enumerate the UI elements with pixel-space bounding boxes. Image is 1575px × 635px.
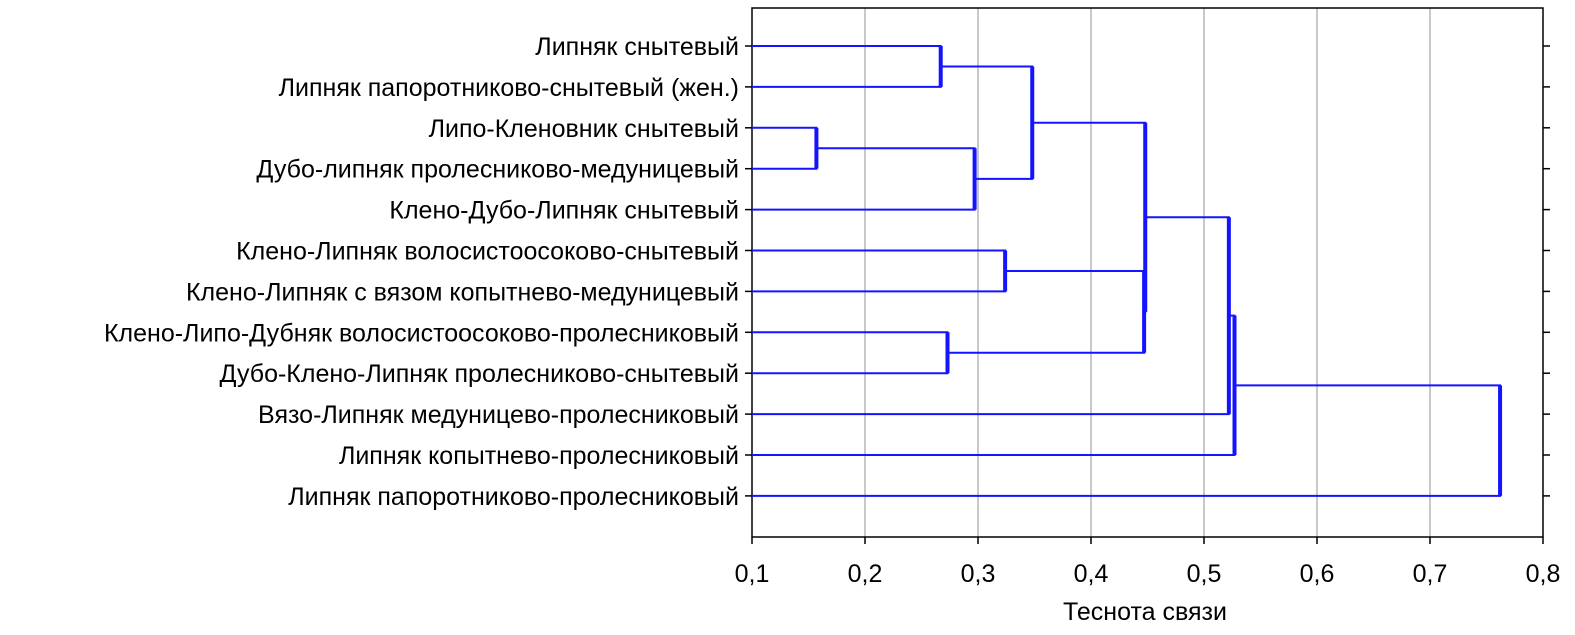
cluster-link-c7 xyxy=(947,269,1146,354)
leaf-label: Липо-Кленовник снытевый xyxy=(429,115,739,143)
cluster-link-c3 xyxy=(752,331,949,375)
cluster-link-c6 xyxy=(940,65,1034,180)
cluster-link-c10 xyxy=(752,314,1236,456)
x-tick-labels: 0,1 0,2 0,3 0,4 0,5 0,6 0,7 0,8 xyxy=(735,560,1561,588)
cluster-link-c8 xyxy=(1032,121,1147,313)
x-tick-label: 0,2 xyxy=(848,560,883,588)
x-tick-label: 0,7 xyxy=(1413,560,1448,588)
leaf-label: Клено-Липо-Дубняк волосистоосоково-проле… xyxy=(104,319,739,347)
x-tick-label: 0,4 xyxy=(1074,560,1109,588)
leaf-label: Липняк папоротниково-снытевый (жен.) xyxy=(279,74,739,102)
leaf-label: Липняк снытевый xyxy=(535,33,739,61)
leaf-label: Клено-Липняк волосистоосоково-снытевый xyxy=(236,238,739,266)
cluster-link-c2 xyxy=(752,45,942,88)
x-tick-label: 0,3 xyxy=(961,560,996,588)
leaf-label: Клено-Липняк с вязом копытнево-медуницев… xyxy=(186,278,739,306)
x-tick-label: 0,8 xyxy=(1526,560,1561,588)
x-axis-title: Теснота связи xyxy=(1063,598,1227,626)
x-tick-label: 0,5 xyxy=(1187,560,1222,588)
plot-frame xyxy=(751,7,1544,538)
leaf-label: Липняк копытнево-пролесниковый xyxy=(339,442,739,470)
axis-ticks xyxy=(745,45,1550,544)
x-tick-label: 0,1 xyxy=(735,560,770,588)
cluster-link-c4 xyxy=(752,147,976,211)
leaf-label: Дубо-липняк пролесниково-медуницевый xyxy=(256,156,739,184)
leaf-labels: Липняк снытевый Липняк папоротниково-сныт… xyxy=(104,33,739,511)
x-tick-label: 0,6 xyxy=(1300,560,1335,588)
cluster-link-c9 xyxy=(752,216,1230,416)
leaf-label: Клено-Дубо-Липняк снытевый xyxy=(389,197,739,225)
grid-lines xyxy=(864,8,1431,537)
cluster-link-c1 xyxy=(752,126,818,170)
dendrogram-links xyxy=(752,45,1503,497)
leaf-label: Вязо-Липняк медуницево-пролесниковый xyxy=(258,401,739,429)
leaf-label: Дубо-Клено-Липняк пролесниково-снытевый xyxy=(219,360,739,388)
cluster-link-c5 xyxy=(752,249,1007,293)
leaf-label: Липняк папоротниково-пролесниковый xyxy=(288,483,739,511)
